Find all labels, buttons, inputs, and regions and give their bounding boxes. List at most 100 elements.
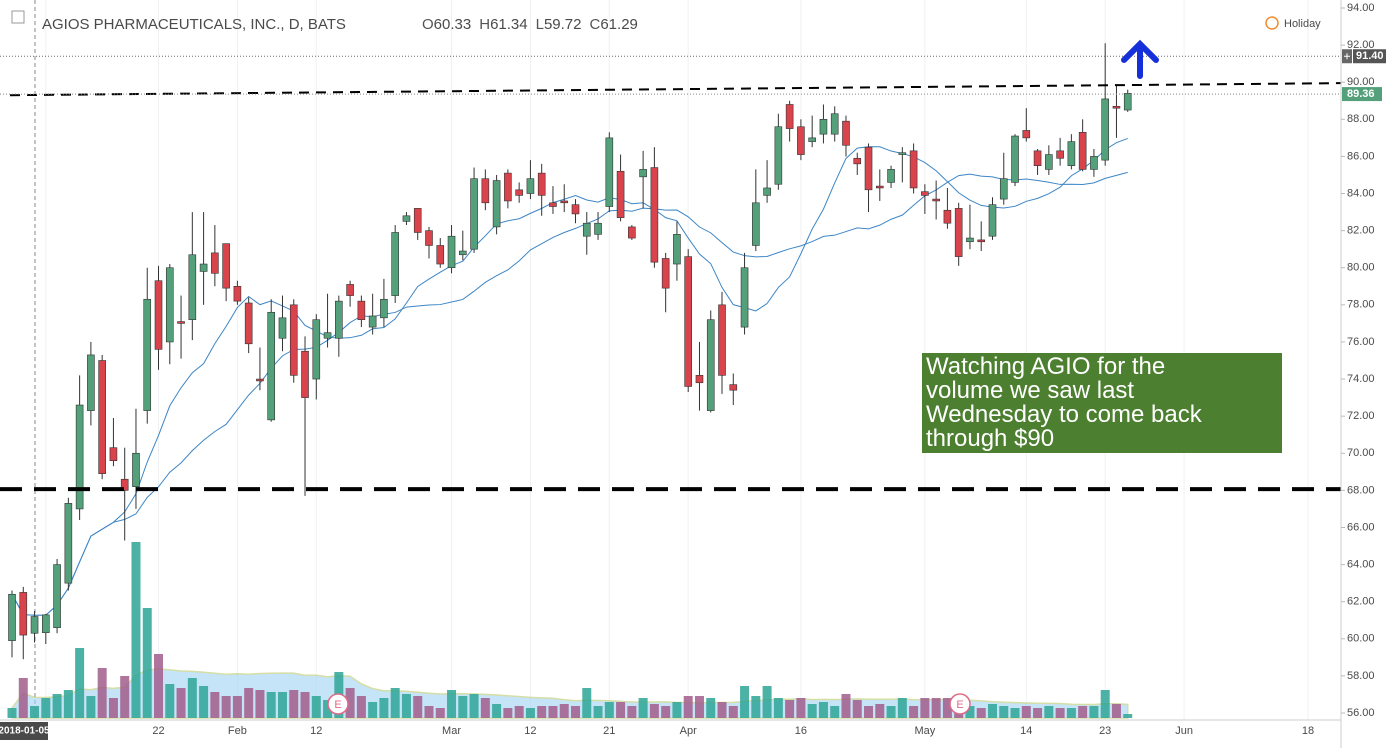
candle [999, 152, 1008, 205]
volume-bar [356, 696, 366, 718]
candle-body [616, 170, 625, 218]
candle-body [537, 172, 546, 196]
ohlc-label: H [479, 16, 490, 33]
candle [763, 160, 771, 203]
volume-bar [616, 702, 626, 718]
ohlc-label: O [422, 16, 434, 33]
volume-bar [706, 698, 716, 718]
candle [481, 169, 490, 211]
volume-bar [796, 698, 806, 718]
candle [740, 252, 749, 335]
candle-body [684, 256, 693, 387]
volume-bar [108, 698, 118, 718]
volume-bar [345, 688, 355, 718]
candle-body [808, 137, 816, 142]
candle [774, 113, 783, 190]
y-tick-label: 68.00 [1347, 484, 1375, 496]
candle-body [1067, 141, 1076, 166]
candle-body [233, 285, 242, 302]
ohlc-value: 59.72 [544, 16, 582, 33]
candle [64, 497, 73, 591]
volume-bar [244, 688, 254, 718]
candle-body [323, 332, 332, 339]
x-tick-label: Feb [228, 725, 247, 737]
candle-body [75, 404, 84, 510]
candle-body [661, 258, 670, 289]
volume-bar [1055, 708, 1065, 718]
candle [177, 295, 185, 359]
candle-body [582, 222, 591, 237]
expand-button[interactable] [11, 10, 25, 24]
candle [977, 221, 986, 252]
candle [492, 174, 501, 235]
price-label: 89.36 [1347, 88, 1375, 100]
candle-body [819, 119, 828, 135]
candle [165, 264, 174, 365]
candle-body [853, 157, 862, 165]
volume-bar [120, 676, 130, 718]
volume-bar [649, 704, 659, 718]
volume-bar [142, 608, 152, 718]
y-tick-label: 64.00 [1347, 558, 1375, 570]
volume-bar [683, 696, 693, 718]
candle-body [222, 243, 230, 289]
volume-bar [41, 698, 51, 718]
candle-body [797, 126, 805, 155]
candle-body [413, 208, 422, 233]
candle [605, 132, 614, 213]
candle [537, 163, 546, 216]
candle [436, 238, 445, 268]
candle-body [289, 304, 298, 376]
volume-bar [447, 690, 457, 718]
volume-bar [7, 708, 17, 718]
volume-bar [571, 706, 580, 718]
volume-bar [762, 686, 772, 718]
candle [368, 293, 377, 335]
candle [380, 278, 388, 328]
y-tick-label: 72.00 [1347, 410, 1375, 422]
volume-bar [492, 704, 502, 718]
volume-bar [300, 692, 310, 718]
candle-body [1112, 106, 1121, 109]
volume-bar [942, 698, 952, 718]
plus-icon [1344, 53, 1350, 60]
candle-body [887, 169, 895, 183]
ohlc-label: C [590, 16, 601, 33]
candle [988, 197, 997, 240]
candle [650, 147, 659, 268]
volume-bar [176, 688, 186, 718]
candle [842, 115, 850, 157]
volume-bar [277, 692, 287, 718]
candle [1033, 149, 1042, 175]
volume-bar [604, 702, 614, 718]
ohlc-label: L [536, 16, 544, 33]
candle [549, 186, 557, 214]
volume-bar [920, 698, 930, 718]
candle-body [470, 178, 478, 250]
y-tick-label: 86.00 [1347, 150, 1375, 162]
volume-bar [424, 706, 434, 718]
candle [335, 295, 343, 357]
candle-body [109, 447, 118, 461]
candle [143, 267, 152, 424]
candle [673, 221, 681, 281]
candle [346, 280, 354, 307]
candle-body [447, 235, 456, 269]
volume-bar [368, 702, 378, 718]
volume-bar [987, 704, 997, 718]
volume-bar [52, 694, 62, 718]
candle [1123, 89, 1132, 112]
volume-bar [1010, 708, 1020, 718]
x-tick-label: Jun [1175, 725, 1193, 737]
volume-bar [266, 692, 276, 718]
candle-body [1090, 156, 1098, 170]
x-tick-label: Mar [442, 725, 461, 737]
candle [154, 265, 163, 370]
volume-bar [503, 708, 513, 718]
candle [75, 375, 84, 521]
candle-body [1056, 150, 1064, 159]
candle-body [425, 230, 433, 246]
candle-body [1123, 93, 1132, 111]
candle [797, 119, 805, 161]
annotation-line: volume we saw last [926, 377, 1135, 404]
